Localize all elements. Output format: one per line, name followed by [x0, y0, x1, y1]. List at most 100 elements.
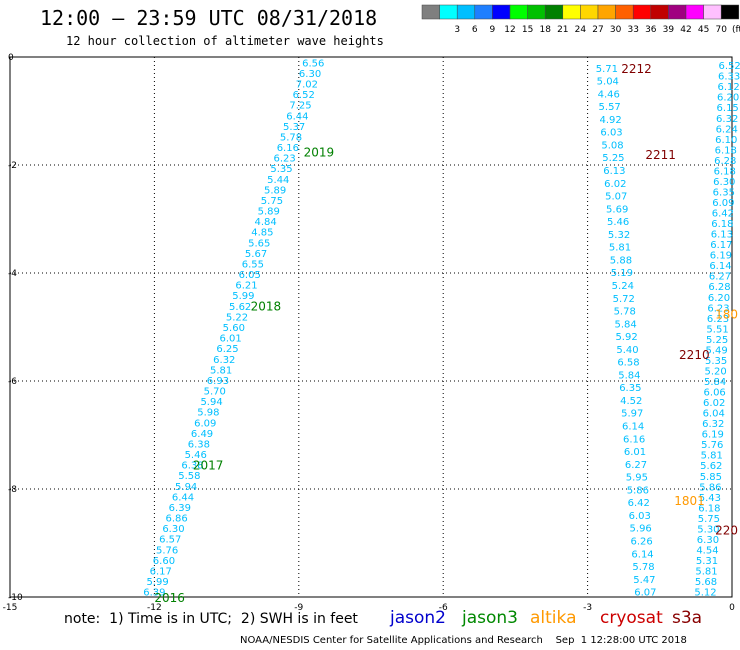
swh-value: 5.72	[613, 294, 635, 305]
swh-value: 6.30	[697, 535, 719, 546]
swh-value: 6.23	[274, 154, 296, 165]
swh-value: 5.60	[223, 323, 245, 334]
swh-value: 5.89	[258, 207, 280, 218]
swh-value: 5.31	[696, 556, 718, 567]
legend-tick-label: 70	[715, 25, 727, 35]
swh-value: 5.32	[608, 230, 630, 241]
legend-swatch	[703, 4, 722, 20]
legend-swatch	[474, 4, 493, 20]
swh-value: 5.81	[701, 451, 723, 462]
legend-tick-label: (ft)	[732, 25, 740, 35]
swh-value: 5.95	[626, 473, 648, 484]
swh-value: 5.98	[197, 408, 219, 419]
legend-swatch	[527, 4, 546, 20]
swh-value: 4.52	[620, 396, 642, 407]
chart-subtitle: 12 hour collection of altimeter wave hei…	[66, 34, 384, 48]
time-label: 180	[715, 308, 738, 322]
swh-value: 5.20	[705, 366, 727, 377]
swh-value: 5.81	[609, 243, 631, 254]
legend-swatch	[439, 4, 458, 20]
swh-value: 6.38	[181, 461, 203, 472]
swh-value: 6.42	[712, 209, 734, 220]
swh-value: 5.62	[700, 461, 722, 472]
swh-value: 6.04	[703, 409, 725, 420]
swh-value: 5.88	[610, 255, 632, 266]
swh-value: 6.28	[708, 282, 730, 293]
swh-value: 5.22	[226, 312, 248, 323]
swh-value: 5.67	[245, 249, 267, 260]
swh-value: 5.19	[611, 268, 633, 279]
x-tick-label: 0	[729, 603, 735, 613]
swh-value: 6.52	[293, 90, 315, 101]
swh-value: 6.86	[166, 514, 188, 525]
swh-value: 5.78	[632, 562, 654, 573]
swh-value: 6.44	[286, 111, 308, 122]
swh-value: 6.09	[194, 418, 216, 429]
swh-value: 6.42	[628, 498, 650, 509]
swh-value: 6.02	[604, 179, 626, 190]
swh-value: 6.39	[143, 588, 165, 599]
swh-value: 5.78	[280, 132, 302, 143]
swh-value: 6.30	[162, 524, 184, 535]
swh-value: 5.70	[204, 387, 226, 398]
swh-value: 5.78	[614, 307, 636, 318]
legend-tick-label: 3	[454, 25, 460, 35]
satellite-label: jason3	[462, 608, 518, 628]
legend-tick-label: 36	[645, 25, 657, 35]
swh-value: 5.47	[633, 575, 655, 586]
swh-value: 6.17	[710, 240, 732, 251]
swh-value: 5.96	[630, 524, 652, 535]
swh-value: 6.14	[631, 549, 653, 560]
legend-swatch	[597, 4, 616, 20]
swh-value: 6.27	[625, 460, 647, 471]
swh-value: 5.69	[606, 204, 628, 215]
swh-value: 6.20	[708, 293, 730, 304]
y-tick-label: -4	[8, 269, 17, 279]
swh-value: 7.02	[296, 80, 318, 91]
swh-value: 6.18	[714, 166, 736, 177]
swh-value: 5.44	[267, 175, 289, 186]
time-label: 1801	[674, 494, 705, 508]
swh-value: 5.99	[146, 577, 168, 588]
chart-grid	[9, 56, 733, 598]
swh-value: 6.58	[617, 358, 639, 369]
legend-swatch	[421, 4, 440, 20]
x-tick-label: -12	[147, 603, 162, 613]
swh-value: 4.46	[598, 89, 620, 100]
swh-value: 6.15	[717, 103, 739, 114]
legend-tick-label: 18	[539, 25, 551, 35]
legend-swatch	[615, 4, 634, 20]
swh-value: 6.14	[622, 422, 644, 433]
swh-value: 5.76	[156, 545, 178, 556]
swh-value: 5.58	[178, 471, 200, 482]
swh-value: 6.26	[630, 536, 652, 547]
legend-tick-label: 45	[698, 25, 709, 35]
swh-value: 5.57	[599, 102, 621, 113]
swh-value: 6.02	[703, 398, 725, 409]
swh-value: 6.24	[716, 124, 738, 135]
legend-swatch	[720, 4, 740, 20]
legend-swatch	[650, 4, 669, 20]
swh-value: 5.84	[704, 377, 726, 388]
chart-title: 12:00 – 23:59 UTC 08/31/2018	[40, 6, 378, 30]
swh-value: 4.84	[254, 217, 276, 228]
swh-value: 5.37	[283, 122, 305, 133]
legend-tick-label: 39	[663, 25, 675, 35]
y-tick-label: -8	[8, 485, 17, 495]
swh-value: 5.84	[615, 319, 637, 330]
legend-tick-label: 6	[472, 25, 478, 35]
y-tick-label: 0	[8, 53, 14, 63]
swh-value: 5.43	[699, 493, 721, 504]
time-label: 2019	[304, 146, 335, 160]
legend-swatch	[456, 4, 476, 20]
swh-value: 6.93	[207, 376, 229, 387]
swh-value: 6.01	[624, 447, 646, 458]
plot-frame	[9, 56, 733, 598]
legend-tick-label: 15	[522, 25, 533, 35]
legend-tick-label: 12	[504, 25, 515, 35]
swh-value: 5.92	[615, 332, 637, 343]
satellite-label: altika	[530, 608, 577, 628]
swh-value: 6.13	[603, 166, 625, 177]
swh-value: 6.49	[191, 429, 213, 440]
